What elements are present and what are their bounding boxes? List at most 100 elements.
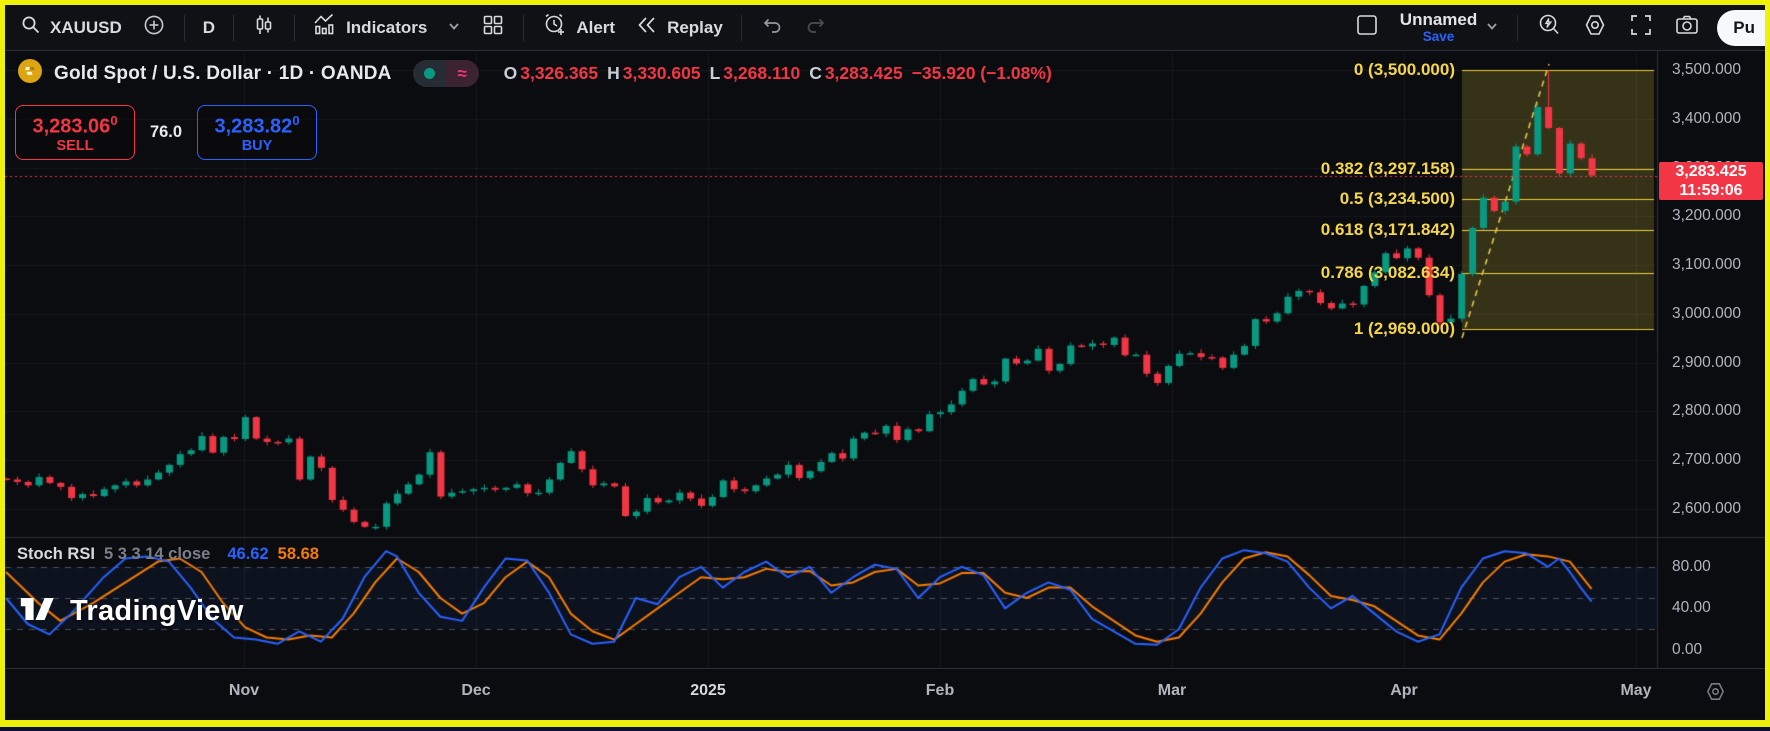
toolbar-separator: [233, 14, 235, 41]
market-status-toggle[interactable]: ≈: [412, 60, 479, 87]
sell-button[interactable]: 3,283.060 SELL: [15, 105, 135, 160]
fib-level-label[interactable]: 0.786 (3,082.634): [1320, 263, 1455, 283]
grid-layout-icon-button[interactable]: [472, 8, 514, 47]
chevron-down-icon: [1485, 18, 1499, 38]
open-value: 3,326.365: [520, 63, 599, 83]
high-value: 3,330.605: [622, 63, 701, 83]
toolbar-separator: [1517, 14, 1519, 41]
price-tick-label: 3,100.000: [1672, 256, 1741, 273]
replay-label: Replay: [667, 17, 723, 37]
layout-select-button[interactable]: [1345, 7, 1389, 48]
fullscreen-button[interactable]: [1619, 7, 1663, 48]
quick-search-icon: [1536, 12, 1562, 43]
chart-legend: Gold Spot / U.S. Dollar · 1D · OANDA ≈ O…: [17, 58, 1052, 89]
symbol-search-button[interactable]: XAUUSD: [11, 9, 131, 46]
interval-label: D: [202, 17, 216, 37]
search-icon: [20, 14, 42, 41]
buy-label: BUY: [241, 137, 273, 154]
alert-label: Alert: [576, 17, 616, 37]
highlight-border-top: [0, 0, 1770, 5]
price-axis[interactable]: 3,500.0003,400.0003,300.0003,200.0003,10…: [1658, 51, 1765, 668]
settings-button[interactable]: [1573, 7, 1617, 48]
stoch-tick-label: 40.00: [1672, 599, 1711, 617]
fullscreen-icon: [1628, 12, 1654, 43]
snapshot-button[interactable]: [1665, 7, 1709, 48]
price-tick-label: 3,200.000: [1672, 207, 1741, 225]
tradingview-logo-icon: [19, 594, 61, 629]
chart-style-button[interactable]: [243, 8, 285, 47]
quick-search-button[interactable]: [1527, 7, 1571, 48]
price-tick-label: 2,700.000: [1672, 451, 1741, 468]
buy-pip: 0: [292, 113, 300, 128]
price-tick-label: 3,000.000: [1672, 304, 1741, 322]
buy-price: 3,283.82: [214, 115, 293, 138]
toolbar-right-group: Unnamed Save: [1345, 6, 1765, 50]
change-value: −35.920 (−1.08%): [911, 63, 1052, 83]
symbol-name: XAUUSD: [50, 17, 122, 37]
fib-level-label[interactable]: 0.618 (3,171.842): [1320, 219, 1455, 239]
window-edge-strip: [0, 727, 1770, 731]
layout-name: Unnamed: [1399, 9, 1478, 29]
sell-price: 3,283.06: [32, 115, 111, 138]
price-tick-label: 3,400.000: [1672, 109, 1741, 127]
time-axis[interactable]: Nov Dec 2025 Feb Mar Apr May: [5, 668, 1765, 720]
fib-level-label[interactable]: 1 (2,969.000): [1353, 318, 1455, 338]
redo-icon: [804, 13, 828, 42]
tradingview-logo[interactable]: TradingView: [19, 594, 244, 629]
chevron-down-icon: [447, 18, 461, 38]
stoch-rsi-title[interactable]: Stoch RSI: [17, 545, 95, 563]
redo-button[interactable]: [795, 8, 837, 47]
indicators-icon: [313, 13, 338, 42]
sell-label: SELL: [56, 137, 94, 154]
indicator-templates-button[interactable]: [438, 13, 470, 43]
save-label: Save: [1422, 28, 1455, 44]
time-tick-label: Nov: [228, 682, 260, 699]
indicators-label: Indicators: [346, 17, 428, 37]
interval-button[interactable]: D: [194, 13, 224, 43]
time-tick-label: Dec: [461, 682, 491, 699]
replay-button[interactable]: Replay: [626, 8, 732, 47]
order-panel: 3,283.060 SELL 76.0 3,283.820 BUY: [15, 105, 317, 160]
approx-data-icon: ≈: [445, 60, 479, 87]
close-label: C: [809, 63, 822, 83]
toolbar-left-group: XAUUSD D: [11, 7, 837, 48]
fib-level-label[interactable]: 0.382 (3,297.158): [1320, 158, 1455, 178]
grid-layout-icon: [481, 13, 505, 42]
timezone-settings-icon[interactable]: [1703, 679, 1728, 709]
buy-button[interactable]: 3,283.820 BUY: [197, 105, 317, 160]
chart-canvas[interactable]: [5, 51, 1765, 720]
indicators-button[interactable]: Indicators: [304, 8, 436, 47]
toolbar-separator: [740, 14, 742, 41]
stoch-tick-label: 80.00: [1672, 557, 1711, 575]
fib-level-label[interactable]: 0.5 (3,234.500): [1339, 189, 1455, 209]
close-value: 3,283.425: [824, 63, 903, 83]
compare-add-symbol-button[interactable]: [133, 8, 175, 47]
stoch-d-value: 58.68: [277, 545, 319, 563]
top-toolbar: XAUUSD D: [5, 5, 1765, 51]
symbol-title[interactable]: Gold Spot / U.S. Dollar · 1D · OANDA: [54, 62, 392, 84]
settings-hexagon-icon: [1582, 12, 1608, 43]
plus-circle-icon: [142, 13, 166, 42]
tradingview-logo-text: TradingView: [70, 595, 244, 627]
time-tick-label: Apr: [1390, 682, 1418, 699]
price-tick-label: 2,900.000: [1672, 353, 1741, 371]
low-value: 3,268.110: [723, 63, 801, 83]
low-label: L: [709, 63, 721, 83]
time-tick-label: 2025: [690, 682, 726, 699]
sell-pip: 0: [110, 113, 118, 128]
spread-value: 76.0: [149, 122, 183, 141]
price-tick-label: 2,600.000: [1672, 499, 1741, 517]
stoch-rsi-legend: Stoch RSI 5 3 3 14 close 46.62 58.68: [17, 545, 319, 564]
time-tick-label: Mar: [1157, 682, 1187, 699]
publish-button[interactable]: Pu: [1717, 9, 1765, 46]
last-price-badge[interactable]: 3,283.425 11:59:06: [1659, 162, 1763, 200]
stoch-tick-label: 0.00: [1672, 641, 1703, 658]
save-layout-button[interactable]: Unnamed Save: [1391, 6, 1508, 50]
toolbar-separator: [183, 14, 185, 41]
market-open-dot-icon: [423, 68, 435, 79]
fib-level-label[interactable]: 0 (3,500.000): [1353, 60, 1455, 79]
undo-button[interactable]: [751, 8, 793, 47]
alert-button[interactable]: Alert: [533, 7, 624, 48]
open-label: O: [503, 63, 518, 83]
highlight-border-bottom: [0, 720, 1770, 727]
